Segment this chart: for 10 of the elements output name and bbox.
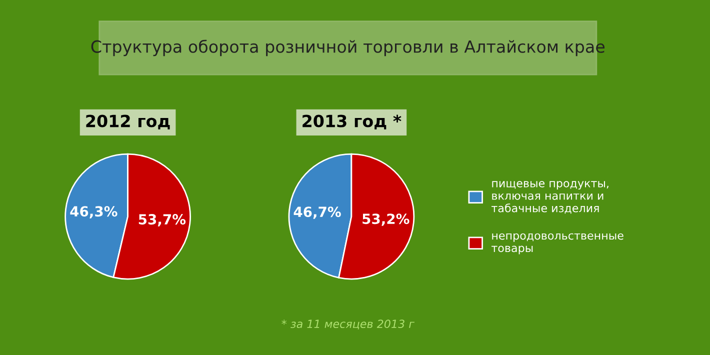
data-label: 46,3%: [70, 206, 118, 218]
text: * за 11 месяцев 2013 г: [282, 320, 415, 330]
data-label: 53,7%: [138, 214, 186, 226]
legend-label: непродовольственные товары: [491, 233, 624, 254]
legend-label: пищевые продукты, включая напитки и табачные изделия: [491, 181, 608, 214]
chart-title: 2013 год *: [302, 114, 402, 130]
text: Структура оборота розничной торговли в Алтайском крае: [91, 40, 605, 56]
chart-title: 2012 год: [86, 114, 170, 130]
data-label: 53,2%: [362, 214, 410, 226]
data-label: 46,7%: [294, 206, 341, 219]
